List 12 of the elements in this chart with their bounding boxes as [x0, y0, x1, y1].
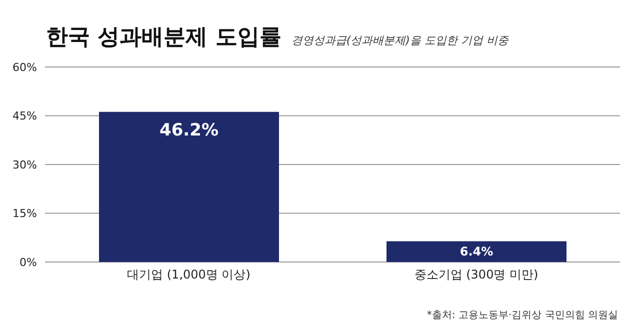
y-tick-label: 30%: [12, 158, 37, 172]
data-label: 6.4%: [460, 244, 494, 259]
x-tick-label: 중소기업 (300명 미만): [414, 268, 538, 282]
y-tick-label: 45%: [12, 110, 37, 123]
x-tick-label: 대기업 (1,000명 이상): [127, 268, 250, 282]
chart-subtitle: 경영성과급(성과배분제)을 도입한 기업 비중: [291, 33, 508, 48]
chart-title: 한국 성과배분제 도입률: [46, 24, 282, 52]
data-label: 46.2%: [160, 120, 218, 140]
text: *출처: 고용노동부·김위상 국민의힘 의원실: [426, 309, 618, 322]
y-tick-label: 15%: [12, 207, 37, 220]
y-tick-label: 0%: [20, 256, 37, 269]
y-tick-label: 60%: [12, 60, 37, 74]
